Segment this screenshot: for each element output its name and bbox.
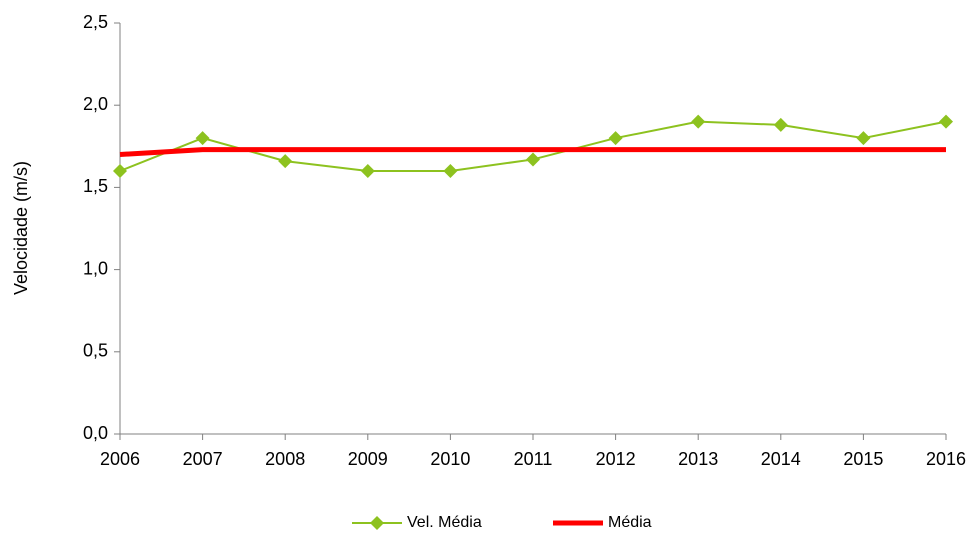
x-tick-label: 2014	[761, 449, 801, 469]
legend-marker	[370, 516, 384, 530]
data-point	[278, 154, 293, 169]
data-point	[195, 131, 210, 146]
series-line	[119, 147, 946, 158]
x-tick-label: 2010	[430, 449, 470, 469]
y-axis-label: Velocidade (m/s)	[11, 161, 31, 295]
y-tick-label: 1,5	[83, 176, 108, 196]
legend-label: Vel. Média	[407, 514, 482, 531]
y-tick-label: 2,0	[83, 94, 108, 114]
x-tick-label: 2009	[348, 449, 388, 469]
x-tick-label: 2007	[183, 449, 223, 469]
data-point	[360, 163, 375, 178]
data-point	[608, 131, 623, 146]
data-point	[691, 114, 706, 129]
data-point	[526, 152, 540, 167]
x-tick-label: 2006	[100, 449, 140, 469]
y-tick-label: 0,5	[83, 341, 108, 361]
data-point	[773, 117, 788, 132]
x-tick-label: 2015	[843, 449, 883, 469]
data-point	[443, 163, 458, 178]
x-tick-label: 2012	[596, 449, 636, 469]
y-tick-label: 1,0	[83, 258, 108, 278]
y-tick-label: 2,5	[83, 12, 108, 32]
x-tick-label: 2011	[514, 449, 553, 469]
x-tick-label: 2008	[265, 449, 305, 469]
data-point	[939, 114, 953, 129]
x-tick-label: 2013	[678, 449, 718, 469]
x-tick-label: 2016	[926, 449, 966, 469]
data-point	[856, 131, 871, 146]
legend-label: Média	[608, 514, 652, 531]
y-tick-label: 0,0	[83, 423, 108, 443]
data-point	[113, 163, 127, 178]
